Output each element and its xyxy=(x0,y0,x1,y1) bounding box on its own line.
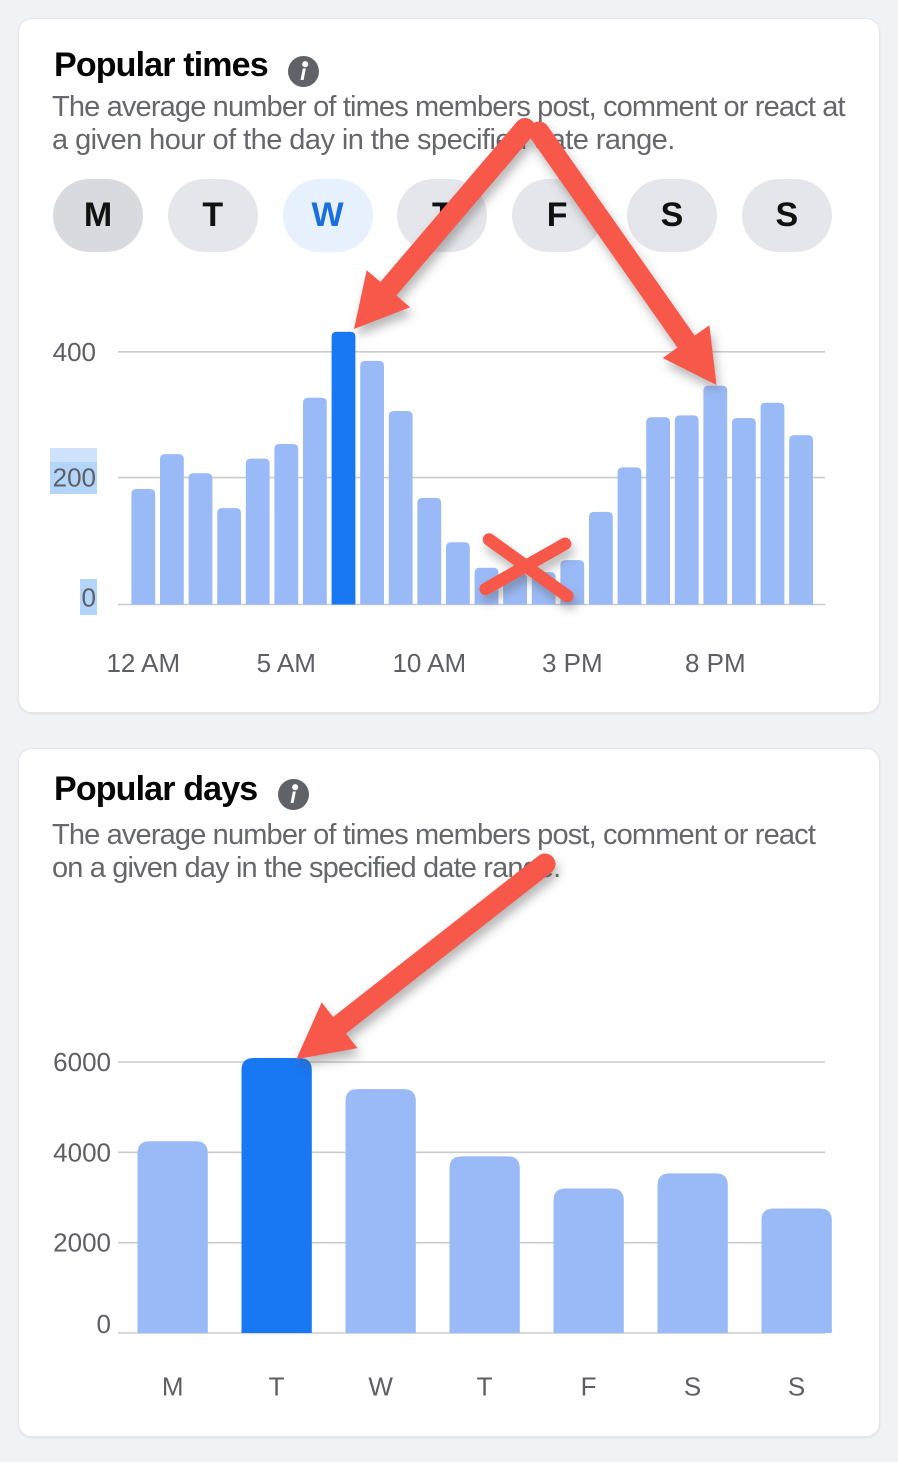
svg-text:F: F xyxy=(581,1372,597,1402)
svg-text:ı: ı xyxy=(300,61,306,85)
svg-text:400: 400 xyxy=(53,337,96,367)
svg-text:4000: 4000 xyxy=(53,1137,111,1167)
svg-text:0: 0 xyxy=(97,1309,111,1339)
svg-text:S: S xyxy=(788,1372,805,1402)
svg-text:W: W xyxy=(368,1372,393,1402)
svg-text:S: S xyxy=(684,1372,701,1402)
svg-text:ı: ı xyxy=(290,784,296,808)
svg-text:6000: 6000 xyxy=(53,1047,111,1077)
svg-text:M: M xyxy=(162,1372,184,1402)
svg-text:12 AM: 12 AM xyxy=(106,648,180,678)
svg-text:200: 200 xyxy=(53,463,96,493)
svg-text:3 PM: 3 PM xyxy=(542,648,603,678)
svg-text:T: T xyxy=(477,1372,493,1402)
svg-text:T: T xyxy=(269,1372,285,1402)
svg-text:10 AM: 10 AM xyxy=(392,648,466,678)
svg-text:0: 0 xyxy=(82,583,96,613)
svg-text:8 PM: 8 PM xyxy=(685,648,746,678)
svg-text:2000: 2000 xyxy=(53,1228,111,1258)
svg-text:5 AM: 5 AM xyxy=(257,648,316,678)
